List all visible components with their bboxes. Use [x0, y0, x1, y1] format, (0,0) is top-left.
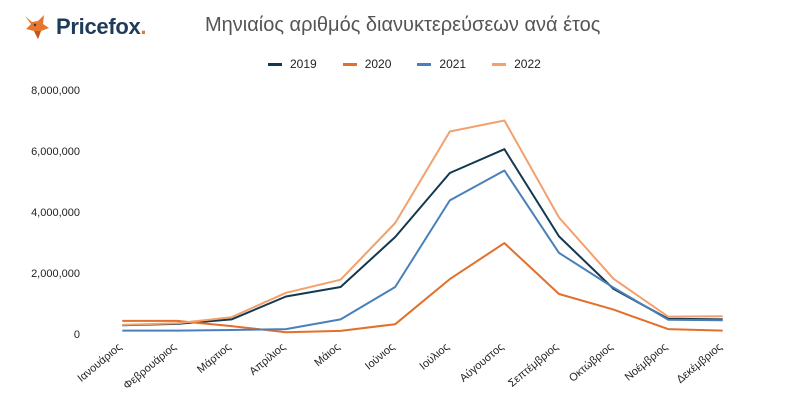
x-tick-label: Μάρτιος	[195, 341, 233, 376]
legend-label: 2022	[514, 57, 541, 71]
x-tick-label: Ιανουάριος	[75, 341, 124, 385]
brand-name: Pricefox.	[56, 14, 147, 39]
legend-label: 2020	[364, 57, 392, 71]
chart-legend: 2019 2020 2021 2022	[268, 57, 567, 71]
legend-item-2019: 2019	[268, 57, 317, 71]
series-line-2021	[122, 169, 723, 332]
x-tick-label: Φεβρουάριος	[121, 341, 178, 392]
x-tick-label: Οκτώβριος	[567, 341, 616, 384]
y-tick-label: 0	[74, 329, 80, 341]
legend-swatch	[417, 62, 432, 66]
legend-item-2020: 2020	[342, 57, 392, 71]
pricefox-logo: Pricefox.	[22, 12, 147, 42]
legend-swatch	[342, 62, 357, 66]
series-line-2020	[122, 242, 723, 334]
legend-label: 2019	[290, 57, 317, 71]
x-tick-label: Αύγουστος	[458, 341, 507, 385]
x-tick-label: Ιούνιος	[363, 341, 397, 372]
x-tick-label: Απρίλιος	[247, 341, 288, 378]
legend-item-2022: 2022	[492, 57, 541, 71]
chart-title: Μηνιαίος αριθμός διανυκτερεύσεων ανά έτο…	[205, 14, 601, 36]
fox-icon	[25, 15, 49, 39]
legend-swatch	[492, 62, 507, 66]
legend-label: 2021	[439, 57, 467, 71]
y-tick-label: 6,000,000	[31, 146, 80, 158]
y-tick-label: 4,000,000	[31, 207, 80, 219]
series-line-2022	[122, 119, 723, 326]
legend-swatch	[268, 62, 282, 66]
y-tick-label: 8,000,000	[31, 85, 80, 97]
x-tick-label: Σεπτέμβριος	[506, 341, 561, 390]
legend-item-2021: 2021	[417, 57, 466, 71]
x-tick-label: Ιούλιος	[418, 341, 452, 372]
x-tick-label: Μάιος	[312, 341, 342, 369]
y-tick-label: 2,000,000	[31, 268, 80, 280]
x-tick-label: Δεκέμβριος	[674, 341, 724, 386]
x-tick-label: Νοέμβριος	[623, 341, 670, 383]
